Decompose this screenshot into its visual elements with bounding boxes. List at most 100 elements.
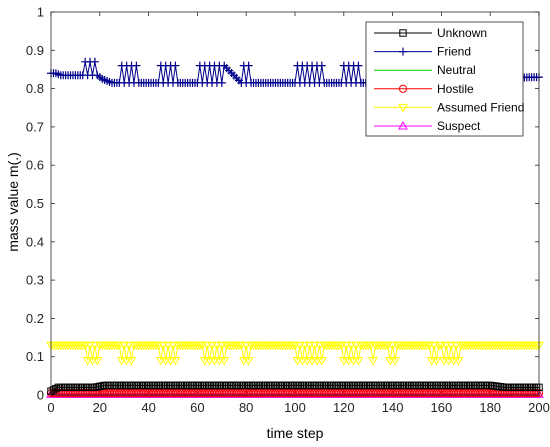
series-point-hostile-199 [532, 388, 541, 398]
x-tick-label-200: 200 [528, 400, 550, 415]
series-point-assumed-friend-105 [302, 357, 313, 366]
y-tick-label-0.1: 0.1 [26, 349, 44, 364]
series-point-assumed-friend-81 [243, 357, 254, 366]
series-point-assumed-friend-120 [338, 357, 349, 366]
series-suspect [46, 389, 544, 398]
series-point-assumed-friend-47 [160, 357, 171, 366]
series-point-assumed-friend-155 [424, 341, 435, 351]
x-tick-label-100: 100 [284, 400, 306, 415]
series-point-assumed-friend-165 [448, 357, 459, 366]
series-point-friend-35 [132, 61, 141, 70]
legend-swatch-marker-hostile [398, 84, 408, 93]
plot-area: 0 20 40 60 80 100 120 140 160 180 200 0 0.1 0.2 0.3 0.4… [26, 5, 550, 416]
series-point-friend-126 [354, 61, 363, 70]
series-point-assumed-friend-69 [214, 357, 225, 366]
series-point-unknown-2 [52, 384, 60, 393]
series-point-assumed-friend-65 [204, 357, 215, 366]
x-tick-label-20: 20 [93, 400, 107, 415]
y-tick-label-0.4: 0.4 [26, 234, 44, 249]
y-tick-label-0.2: 0.2 [26, 311, 44, 326]
series-point-assumed-friend-29 [116, 357, 127, 366]
legend-swatch-marker-friend [399, 47, 407, 56]
series-point-assumed-friend-17 [87, 357, 98, 366]
series-point-assumed-friend-158 [431, 357, 442, 366]
x-tick-label-60: 60 [190, 400, 204, 415]
series-point-friend-51 [171, 61, 180, 70]
legend: Unknown Friend Neutral Hostile Assumed Frien… [365, 21, 524, 137]
x-tick-label-40: 40 [141, 400, 155, 415]
y-tick-label-0.3: 0.3 [26, 273, 44, 288]
x-axis-ticks: 0 20 40 60 80 100 120 140 160 180 200 [47, 12, 550, 415]
legend-box [365, 21, 524, 137]
legend-swatch-marker-unknown [399, 29, 407, 37]
series-point-assumed-friend-164 [446, 341, 457, 351]
series-point-assumed-friend-166 [451, 341, 461, 351]
legend-label-friend: Friend [437, 45, 471, 59]
series-point-assumed-friend-71 [219, 357, 230, 366]
series-point-assumed-friend-107 [307, 357, 317, 366]
legend-label-neutral: Neutral [437, 63, 476, 77]
y-tick-label-0.7: 0.7 [26, 119, 44, 134]
series-point-assumed-friend-124 [348, 357, 359, 366]
series-assumed-friend [46, 341, 544, 366]
series-point-assumed-friend-167 [453, 357, 464, 366]
y-tick-label-0.5: 0.5 [26, 196, 44, 211]
series-unknown [47, 381, 543, 395]
series-point-assumed-friend-139 [385, 357, 396, 366]
series-point-assumed-friend-78 [236, 341, 247, 351]
series-point-suspect-200 [534, 389, 544, 398]
series-point-assumed-friend-70 [216, 341, 227, 351]
series-point-friend-70 [217, 78, 226, 87]
series-point-assumed-friend-110 [314, 341, 325, 351]
series-point-assumed-friend-162 [441, 341, 452, 351]
series-point-assumed-friend-131 [365, 341, 376, 351]
series-point-assumed-friend-123 [346, 341, 356, 351]
series-point-assumed-friend-48 [163, 341, 173, 351]
series-point-friend-18 [90, 57, 99, 66]
series-point-assumed-friend-32 [124, 341, 134, 351]
series-point-assumed-friend-16 [85, 341, 95, 351]
y-axis-label: mass value m(.) [5, 152, 21, 252]
x-axis-label: time step [267, 425, 324, 441]
legend-item-hostile: Hostile [374, 82, 474, 96]
series-point-assumed-friend-122 [343, 357, 354, 366]
series-point-assumed-friend-19 [92, 357, 103, 366]
series-point-assumed-friend-50 [168, 341, 178, 351]
series-point-assumed-friend-106 [304, 341, 315, 351]
y-tick-label-0.9: 0.9 [26, 43, 44, 58]
series-point-assumed-friend-109 [312, 357, 322, 366]
series-point-assumed-friend-33 [126, 357, 137, 366]
legend-item-unknown: Unknown [374, 26, 487, 40]
y-tick-label-1: 1 [37, 5, 44, 20]
series-point-assumed-friend-102 [295, 341, 305, 351]
series-point-assumed-friend-66 [207, 341, 217, 351]
series-point-assumed-friend-132 [368, 357, 378, 366]
series-point-assumed-friend-49 [165, 357, 176, 366]
series-layer [46, 57, 544, 398]
legend-item-friend: Friend [374, 45, 471, 59]
series-point-assumed-friend-79 [238, 357, 249, 366]
series-point-friend-111 [317, 61, 326, 70]
series-point-assumed-friend-18 [90, 341, 100, 351]
x-tick-label-80: 80 [239, 400, 253, 415]
series-point-assumed-friend-104 [299, 341, 310, 351]
axes-box [50, 11, 540, 396]
series-point-assumed-friend-125 [351, 341, 361, 351]
series-point-assumed-friend-156 [426, 357, 437, 366]
legend-label-hostile: Hostile [437, 82, 474, 96]
series-point-assumed-friend-51 [170, 357, 181, 366]
y-axis-ticks: 0 0.1 0.2 0.3 0.4 0.5 0.6 0.7 0.8 0.9 1 [26, 5, 539, 403]
series-point-hostile-198 [530, 388, 539, 398]
x-tick-label-160: 160 [431, 400, 453, 415]
series-point-assumed-friend-160 [436, 341, 447, 351]
series-point-unknown-1 [49, 386, 58, 394]
legend-swatch-marker-suspect [398, 120, 408, 130]
y-tick-label-0.8: 0.8 [26, 81, 44, 96]
series-point-assumed-friend-119 [336, 341, 347, 351]
series-point-assumed-friend-31 [121, 357, 132, 366]
series-point-assumed-friend-161 [438, 357, 449, 366]
series-point-assumed-friend-157 [429, 341, 439, 351]
series-point-assumed-friend-64 [202, 341, 213, 351]
y-tick-label-0: 0 [37, 388, 44, 403]
